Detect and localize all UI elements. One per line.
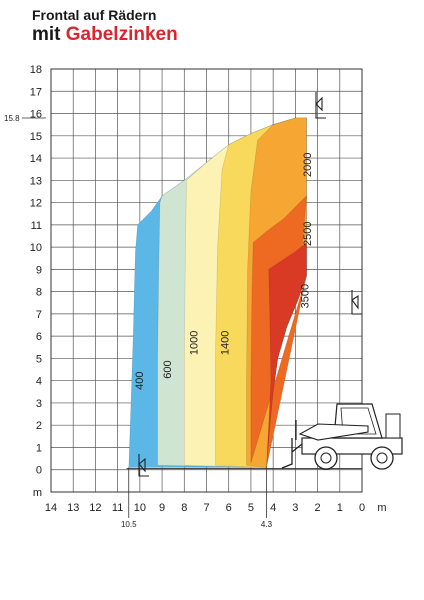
title-line-1: Frontal auf Rädern	[32, 7, 157, 23]
y-tick-label: 6	[36, 331, 42, 343]
y-tick-label: 1	[36, 442, 42, 454]
x-tick-label: 6	[226, 502, 232, 514]
x-axis-unit: m	[377, 502, 386, 514]
x-tick-label: 13	[67, 502, 79, 514]
y-tick-label: 4	[36, 376, 42, 388]
x-tick-label: 3	[292, 502, 298, 514]
y-tick-label: 8	[36, 287, 42, 299]
x-tick-label: 12	[89, 502, 101, 514]
zone-labels: 400 600 1000 1400 2000 2500 3500	[134, 152, 314, 389]
x-tick-label: 8	[181, 502, 187, 514]
x-tick-label: 7	[203, 502, 209, 514]
y-tick-label: 9	[36, 264, 42, 276]
zone-label-1400: 1400	[220, 331, 232, 355]
zone-label-400: 400	[134, 372, 146, 390]
zone-label-2500: 2500	[302, 222, 314, 246]
y-tick-label: 16	[30, 109, 42, 121]
title-prefix: mit	[32, 24, 61, 45]
x-tick-label: 11	[112, 502, 123, 514]
load-zones	[128, 117, 307, 468]
zone-label-2000: 2000	[302, 152, 314, 176]
x-tick-label: 14	[45, 502, 57, 514]
zone-label-1000: 1000	[189, 331, 201, 355]
y-tick-label: 12	[30, 198, 42, 210]
y-tick-label: 17	[30, 86, 42, 98]
chart-title: Frontal auf Rädern mit Gabelzinken	[32, 8, 178, 44]
y-tick-label: 7	[36, 309, 42, 321]
x-tick-label: 10	[134, 502, 146, 514]
y-tick-label: 5	[36, 353, 42, 365]
fork-icons	[138, 92, 362, 477]
y-axis-unit: m	[33, 487, 42, 499]
reach-mark-label: 4.3	[261, 520, 273, 529]
y-tick-label: 2	[36, 420, 42, 432]
x-tick-label: 4	[270, 502, 276, 514]
x-tick-label: 0	[359, 502, 365, 514]
x-tick-label: 9	[159, 502, 165, 514]
title-accent: Gabelzinken	[65, 24, 178, 45]
zone-3500	[266, 242, 307, 468]
zone-label-600: 600	[162, 360, 174, 378]
y-tick-label: 13	[30, 175, 42, 187]
y-tick-label: 14	[30, 153, 42, 165]
x-tick-label: 2	[315, 502, 321, 514]
height-mark-label: 15.8	[4, 114, 20, 123]
plot-frame	[50, 68, 363, 493]
y-tick-label: 15	[30, 131, 42, 143]
y-tick-label: 3	[36, 398, 42, 410]
zone-label-3500: 3500	[300, 284, 312, 308]
x-tick-label: 5	[248, 502, 254, 514]
telehandler-icon	[281, 403, 403, 470]
y-tick-label: 18	[30, 64, 42, 76]
x-tick-label: 1	[337, 502, 343, 514]
reach-mark-label: 10.5	[121, 520, 137, 529]
y-tick-label: 0	[36, 465, 42, 477]
y-tick-label: 11	[31, 220, 42, 232]
y-tick-label: 10	[30, 242, 42, 254]
title-line-2: mit Gabelzinken	[32, 25, 178, 44]
